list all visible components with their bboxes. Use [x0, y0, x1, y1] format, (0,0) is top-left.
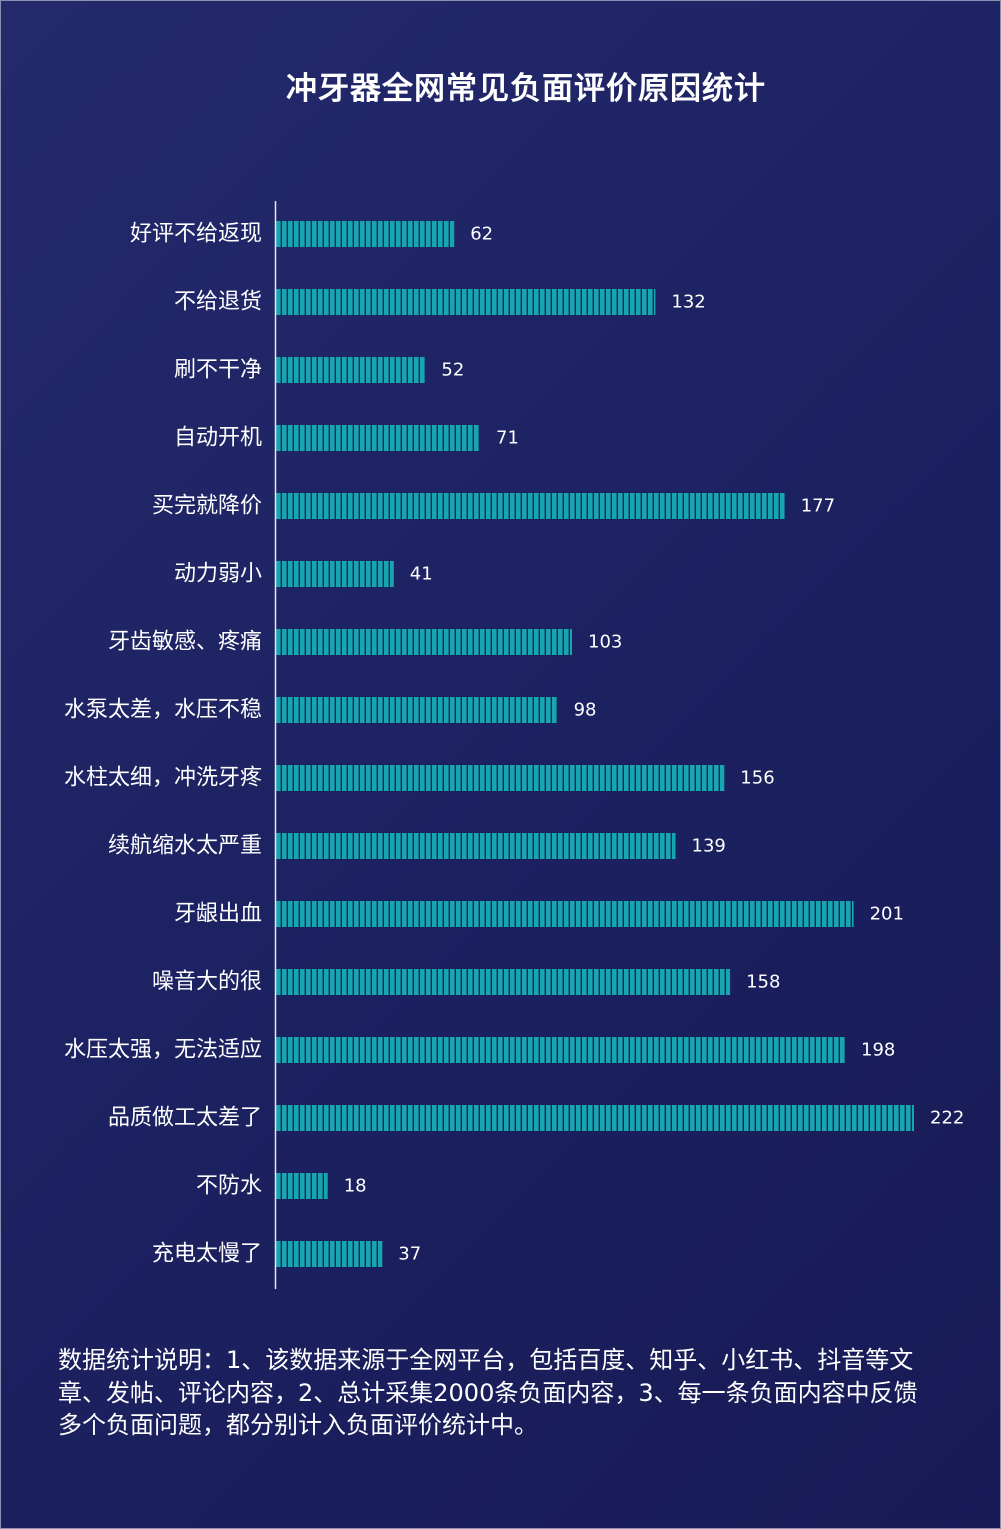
bar-14 [276, 1105, 914, 1131]
category-label: 品质做工太差了 [108, 1106, 262, 1131]
bar-3 [276, 357, 426, 383]
bar-5 [276, 493, 785, 519]
bar-7 [276, 629, 572, 655]
category-label: 牙齿敏感、疼痛 [108, 630, 262, 655]
chart-title: 冲牙器全网常见负面评价原因统计 [286, 71, 766, 107]
value-label: 201 [870, 904, 904, 925]
bar-2 [276, 289, 656, 315]
value-label: 177 [801, 496, 835, 517]
category-label: 动力弱小 [174, 562, 262, 587]
bar-4 [276, 425, 480, 451]
category-label: 好评不给返现 [130, 222, 262, 247]
bar-13 [276, 1037, 845, 1063]
bar-chart: 好评不给返现 62 不给退货 132 刷不干净 52 自动开机 71 买完就降价 177 动力弱小 4… [64, 201, 964, 1289]
value-label: 158 [746, 972, 780, 993]
bar-1 [276, 221, 455, 247]
bar-12 [276, 969, 731, 995]
category-label: 水压太强，无法适应 [64, 1038, 262, 1063]
category-label: 水柱太细，冲洗牙疼 [64, 766, 262, 791]
bar-10 [276, 833, 676, 859]
category-label: 自动开机 [174, 426, 262, 451]
value-label: 132 [671, 292, 705, 313]
category-label: 不防水 [196, 1174, 262, 1199]
bar-6 [276, 561, 394, 587]
category-label: 水泵太差，水压不稳 [64, 698, 262, 723]
value-label: 62 [470, 224, 493, 245]
value-label: 222 [930, 1108, 964, 1129]
value-label: 71 [496, 428, 519, 449]
bar-11 [276, 901, 854, 927]
bar-9 [276, 765, 725, 791]
category-label: 牙龈出血 [174, 902, 262, 927]
value-label: 41 [410, 564, 433, 585]
category-label: 买完就降价 [152, 494, 262, 519]
category-label: 刷不干净 [174, 358, 262, 383]
value-label: 52 [441, 360, 464, 381]
category-label: 充电太慢了 [152, 1242, 262, 1267]
value-label: 18 [344, 1176, 367, 1197]
bar-15 [276, 1173, 328, 1199]
value-label: 139 [692, 836, 726, 857]
value-label: 103 [588, 632, 622, 653]
data-note: 数据统计说明：1、该数据来源于全网平台，包括百度、知乎、小红书、抖音等文章、发帖… [58, 1346, 918, 1439]
value-label: 98 [574, 700, 597, 721]
category-label: 不给退货 [174, 290, 262, 315]
value-label: 198 [861, 1040, 895, 1061]
category-label: 续航缩水太严重 [108, 834, 262, 859]
category-label: 噪音大的很 [152, 970, 262, 995]
value-label: 37 [398, 1244, 421, 1265]
bar-8 [276, 697, 558, 723]
bar-16 [276, 1241, 383, 1267]
value-label: 156 [740, 768, 774, 789]
